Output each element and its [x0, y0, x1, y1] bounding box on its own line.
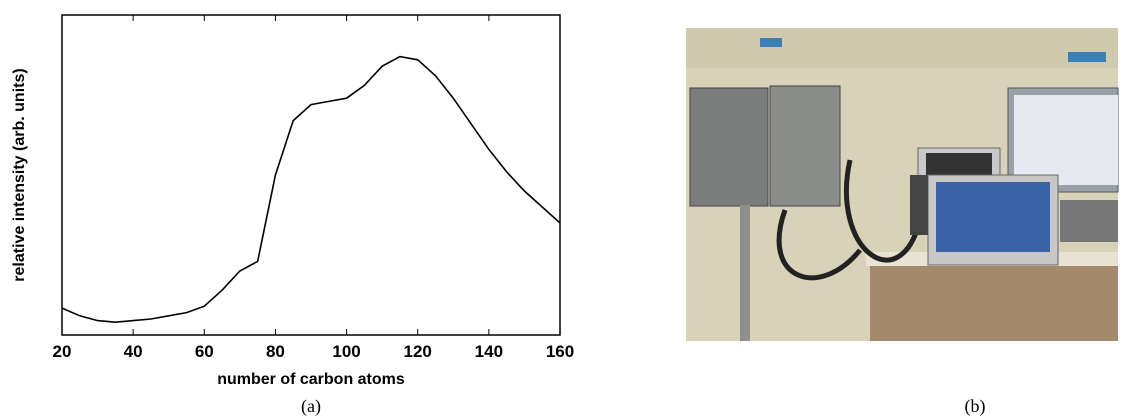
screen [936, 182, 1050, 252]
sign [760, 38, 782, 47]
x-axis-label: number of carbon atoms [217, 371, 405, 388]
keyboard [1060, 200, 1118, 242]
pole [740, 205, 750, 341]
screen [1014, 95, 1118, 185]
plot-frame [61, 14, 561, 336]
x-tick-label: 60 [195, 342, 214, 361]
x-tick-label: 120 [404, 342, 432, 361]
x-tick-label: 20 [53, 342, 72, 361]
control-box [769, 85, 841, 207]
data-line [61, 55, 561, 324]
cables [776, 159, 923, 281]
panel-label: (a) [301, 396, 321, 417]
x-tick-label: 40 [124, 342, 143, 361]
control-box [689, 87, 769, 207]
sign [1068, 52, 1106, 62]
x-tick-label: 80 [266, 342, 285, 361]
panel-label: (b) [965, 396, 986, 417]
device [910, 175, 928, 235]
x-tick-label: 160 [546, 342, 574, 361]
photo [686, 28, 1119, 341]
desk [870, 262, 1118, 341]
x-tick-label: 100 [332, 342, 360, 361]
wall-top [686, 28, 1118, 68]
x-tick-label: 140 [475, 342, 503, 361]
y-axis-label: relative intensity (arb. units) [11, 68, 28, 281]
